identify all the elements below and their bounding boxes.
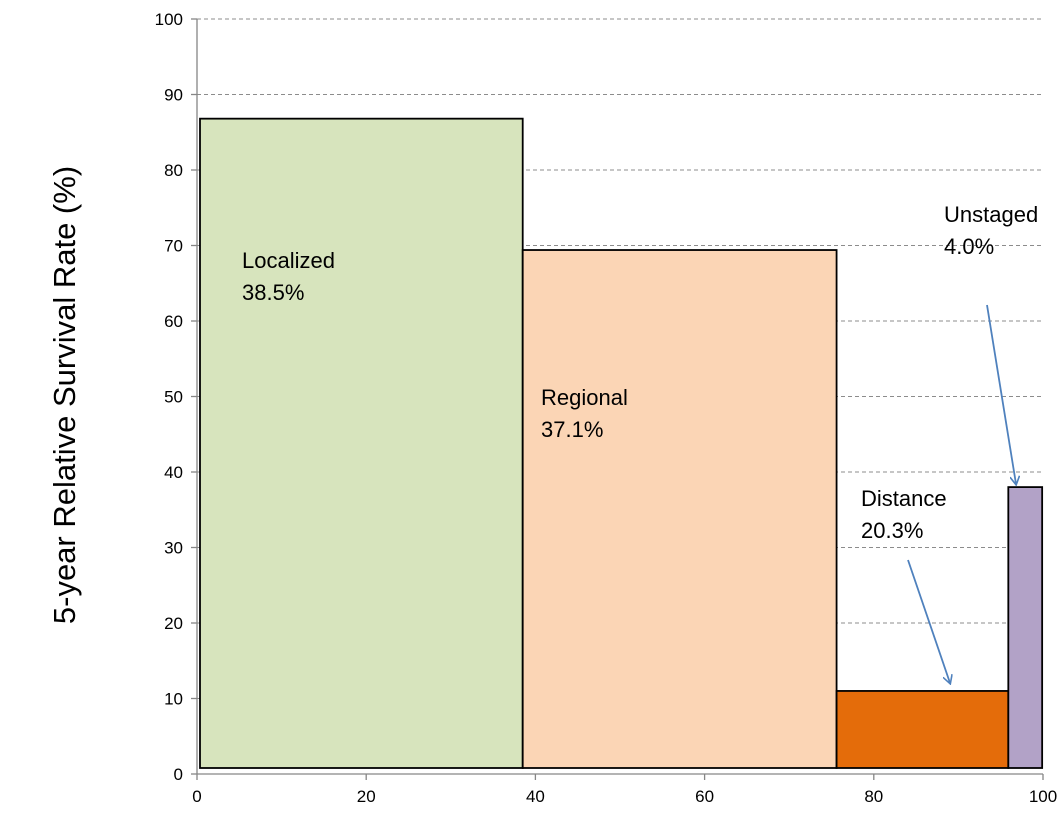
label-localized-name: Localized <box>242 248 335 273</box>
y-tick-label-90: 90 <box>164 86 183 105</box>
y-tick-label-10: 10 <box>164 690 183 709</box>
bars <box>199 117 1044 769</box>
y-tick-label-40: 40 <box>164 463 183 482</box>
x-tick-label-20: 20 <box>357 787 376 806</box>
y-tick-label-50: 50 <box>164 388 183 407</box>
x-tick-label-40: 40 <box>526 787 545 806</box>
y-tick-label-80: 80 <box>164 161 183 180</box>
bar-regional <box>521 249 838 769</box>
y-tick-label-100: 100 <box>155 10 183 29</box>
y-axis-label: 5-year Relative Survival Rate (%) <box>47 166 82 624</box>
bar-localized <box>199 117 524 769</box>
x-tick-label-60: 60 <box>695 787 714 806</box>
bar-unstaged <box>1007 486 1044 769</box>
x-tick-label-100: 100 <box>1029 787 1057 806</box>
arrow-unstaged <box>986 304 1016 484</box>
x-tick-label-80: 80 <box>864 787 883 806</box>
y-tick-label-60: 60 <box>164 312 183 331</box>
bar-distance <box>835 690 1010 769</box>
label-localized-share: 38.5% <box>242 280 304 305</box>
y-tick-label-70: 70 <box>164 237 183 256</box>
label-unstaged-share: 4.0% <box>944 234 994 259</box>
label-distance-share: 20.3% <box>861 518 923 543</box>
segment-labels: Localized 38.5% Regional 37.1% Distance 20.3%… <box>242 202 1038 543</box>
axes: 0 10 20 30 40 50 60 70 80 90 100 0 20 40 60 80 100 <box>155 10 1058 806</box>
label-unstaged-name: Unstaged <box>944 202 1038 227</box>
annotation-arrows <box>907 304 1016 683</box>
x-tick-label-0: 0 <box>192 787 201 806</box>
y-tick-label-30: 30 <box>164 539 183 558</box>
label-regional-name: Regional <box>541 385 628 410</box>
label-regional-share: 37.1% <box>541 417 603 442</box>
label-distance-name: Distance <box>861 486 947 511</box>
y-tick-label-0: 0 <box>174 765 183 784</box>
arrow-distance <box>907 559 950 683</box>
y-tick-label-20: 20 <box>164 614 183 633</box>
